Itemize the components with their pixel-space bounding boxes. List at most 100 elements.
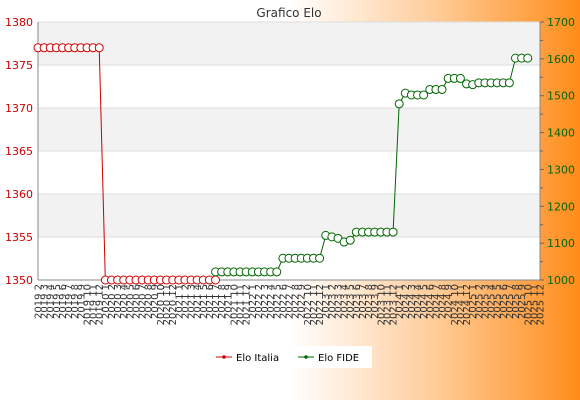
x-tick-label: 2023 5 — [346, 284, 357, 319]
legend-marker-italia — [222, 355, 226, 359]
x-tick-label: 2022 10 — [303, 284, 314, 325]
legend-box — [210, 346, 372, 368]
chart-title: Grafico Elo — [256, 6, 321, 20]
x-tick-label: 2021 10 — [229, 284, 240, 325]
x-tick-label: 2023 1 — [321, 284, 332, 319]
right-tick-label: 1500 — [547, 90, 575, 103]
x-tick-label: 2022 2 — [254, 284, 265, 319]
left-tick-label: 1375 — [5, 59, 33, 72]
x-tick-label: 2025 12 — [536, 284, 547, 325]
data-point — [315, 253, 325, 263]
x-tick-label: 2025 11 — [529, 284, 540, 325]
x-tick-label: 2021 11 — [236, 284, 247, 325]
x-tick-label: 2020 3 — [113, 284, 124, 319]
x-tick-label: 2023 9 — [370, 284, 381, 319]
x-tick-label: 2019 4 — [46, 284, 57, 319]
x-tick-label: 2025 8 — [511, 284, 522, 319]
x-tick-label: 2025 4 — [487, 284, 498, 319]
series-layer — [33, 43, 533, 285]
right-tick-label: 1200 — [547, 200, 575, 213]
series-elo-fide — [211, 53, 533, 277]
x-tick-label: 2024 1 — [395, 284, 406, 319]
x-tick-label: 2020 11 — [162, 284, 173, 325]
x-tick-label: 2020 9 — [150, 284, 161, 319]
x-tick-label: 2023 12 — [389, 284, 400, 325]
x-tick-label: 2024 4 — [413, 284, 424, 319]
x-tick-label: 2020 5 — [125, 284, 136, 319]
x-tick-label: 2024 8 — [438, 284, 449, 319]
x-tick-label: 2025 9 — [517, 284, 528, 319]
x-tick-label: 2021 9 — [223, 284, 234, 319]
x-tick-label: 2020 7 — [138, 284, 149, 319]
x-tick-label: 2024 5 — [419, 284, 430, 319]
x-tick-label: 2025 3 — [480, 284, 491, 319]
x-tick-label: 2021 4 — [193, 284, 204, 319]
left-tick-label: 1350 — [5, 274, 33, 287]
data-point — [345, 235, 355, 245]
plot-band — [38, 65, 540, 108]
right-tick-label: 1300 — [547, 163, 575, 176]
data-point — [272, 267, 282, 277]
x-tick-label: 2020 1 — [101, 284, 112, 319]
x-tick-label: 2021 2 — [180, 284, 191, 319]
left-tick-label: 1360 — [5, 188, 33, 201]
data-point — [94, 43, 104, 53]
x-tick-label: 2025 7 — [505, 284, 516, 319]
x-tick-label: 2022 4 — [266, 284, 277, 319]
data-point — [455, 73, 465, 83]
x-tick-label: 2019 9 — [76, 284, 87, 319]
x-tick-label: 2019 7 — [64, 284, 75, 319]
x-tick-label: 2024 10 — [450, 284, 461, 325]
right-tick-label: 1000 — [547, 274, 575, 287]
x-tick-label: 2019 10 — [82, 284, 93, 325]
data-point — [394, 99, 404, 109]
x-tick-label: 2021 6 — [205, 284, 216, 319]
data-point — [211, 275, 221, 285]
x-tick-label: 2024 12 — [462, 284, 473, 325]
right-tick-label: 1100 — [547, 237, 575, 250]
x-tick-label: 2022 1 — [248, 284, 259, 319]
x-tick-label: 2021 1 — [174, 284, 185, 319]
x-tick-label: 2022 6 — [278, 284, 289, 319]
left-tick-label: 1365 — [5, 145, 33, 158]
x-tick-label: 2022 8 — [291, 284, 302, 319]
x-tick-label: 2023 8 — [364, 284, 375, 319]
x-tick-label: 2020 10 — [156, 284, 167, 325]
data-point — [523, 53, 533, 63]
plot-bands — [38, 22, 540, 280]
data-point — [504, 78, 514, 88]
legend: Elo Italia Elo FIDE — [210, 346, 372, 368]
x-tick-label: 2019 12 — [95, 284, 106, 325]
x-tick-label: 2025 5 — [493, 284, 504, 319]
x-tick-label: 2023 11 — [382, 284, 393, 325]
x-tick-label: 2019 6 — [58, 284, 69, 319]
data-point — [388, 227, 398, 237]
x-tick-label: 2024 2 — [401, 284, 412, 319]
plot-band — [38, 151, 540, 194]
x-tick-label: 2022 11 — [309, 284, 320, 325]
x-tick-label: 2024 6 — [425, 284, 436, 319]
x-tick-label: 2022 5 — [272, 284, 283, 319]
x-tick-label: 2020 8 — [144, 284, 155, 319]
x-tick-label: 2024 3 — [407, 284, 418, 319]
x-tick-label: 2020 4 — [119, 284, 130, 319]
x-tick-label: 2025 1 — [468, 284, 479, 319]
x-tick-label: 2025 2 — [474, 284, 485, 319]
x-tick-label: 2024 7 — [431, 284, 442, 319]
series-elo-italia — [33, 43, 221, 285]
x-tick-label: 2020 12 — [168, 284, 179, 325]
left-tick-label: 1355 — [5, 231, 33, 244]
x-tick-label: 2023 4 — [340, 284, 351, 319]
left-tick-label: 1380 — [5, 16, 33, 29]
x-tick-label: 2022 9 — [297, 284, 308, 319]
x-tick-label: 2024 11 — [456, 284, 467, 325]
x-tick-label: 2022 3 — [260, 284, 271, 319]
right-y-axis: 1000 1100 1200 1300 1400 1500 1600 1700 — [539, 16, 575, 287]
right-tick-label: 1600 — [547, 53, 575, 66]
x-tick-label: 2022 7 — [285, 284, 296, 319]
right-tick-label: 1400 — [547, 127, 575, 140]
data-point — [419, 90, 429, 100]
